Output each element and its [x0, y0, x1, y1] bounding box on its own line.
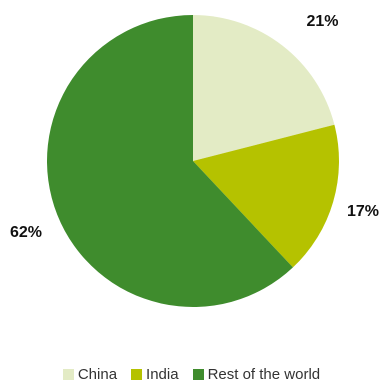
legend-label-india: India [146, 366, 179, 383]
legend-swatch-china [62, 369, 74, 380]
legend-swatch-rest-of-world [192, 369, 204, 380]
legend-item-rest-of-world: Rest of the world [192, 366, 321, 383]
legend: China India Rest of the world [0, 366, 383, 383]
pie-slice-rest-of-the-world [46, 15, 293, 307]
data-label-china: 21% [306, 13, 338, 30]
legend-swatch-india [131, 369, 143, 380]
legend-label-rest-of-world: Rest of the world [207, 366, 321, 383]
legend-item-china: China [62, 366, 118, 383]
pie-slice-india [193, 124, 339, 268]
pie-slice-china [193, 15, 335, 161]
legend-item-india: India [131, 366, 179, 383]
pie-chart-plot: 21% 17% 62% [10, 13, 379, 307]
legend-label-china: China [77, 366, 118, 383]
data-label-india: 17% [347, 203, 379, 220]
data-label-rest-of-the-world: 62% [10, 224, 42, 241]
